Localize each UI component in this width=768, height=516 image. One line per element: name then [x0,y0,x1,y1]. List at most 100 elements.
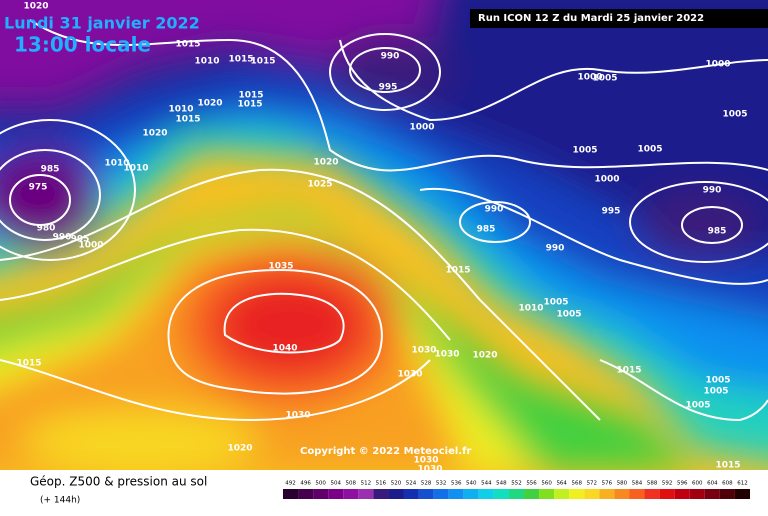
color-swatch [493,489,509,499]
color-swatch [508,489,525,499]
scale-label: 512 [361,481,372,487]
copyright: Copyright © 2022 Meteociel.fr [300,446,471,457]
isobar-label: 980 [37,224,56,234]
isobar-label: 1005 [556,310,581,320]
scale-label: 584 [632,481,643,487]
scale-label: 508 [346,481,357,487]
isobar [0,359,431,422]
isobar-label: 1015 [238,91,263,101]
isobar-label: 995 [602,207,621,217]
scale-label: 596 [677,481,688,487]
isobar-label: 1030 [285,411,310,421]
map-field [0,0,768,470]
isobar-label: 1010 [194,57,219,67]
isobar-label: 1000 [705,60,730,70]
isobars [0,19,768,422]
color-swatch [373,489,389,499]
isobar-label: 1005 [703,387,728,397]
isobar [629,181,768,263]
isobar [681,206,743,244]
color-swatch [644,489,660,499]
isobar-label: 1020 [197,99,222,109]
color-scale: 492 496 500 504 508 512 516 520 524 528 532 536 540 5… [283,481,750,499]
isobar-label: 1040 [272,344,297,354]
isobar-label: 1000 [577,73,602,83]
scale-label: 500 [315,481,326,487]
color-swatch [704,489,720,499]
scale-label: 592 [662,481,673,487]
color-swatch [388,489,404,499]
scale-label: 520 [391,481,402,487]
run-banner [470,9,768,28]
isobar [349,47,421,93]
isobar-label: 1010 [104,159,129,169]
isobar-label: 1000 [78,241,103,251]
scale-label: 576 [602,481,613,487]
isobar-label: 1030 [397,370,422,380]
isobar [329,33,441,111]
color-swatch [448,489,464,499]
color-swatch [689,489,705,499]
isobar-label: 995 [71,235,90,245]
isobar [0,119,136,261]
scale-label: 504 [330,481,341,487]
color-swatch [403,489,419,499]
isobar-label: 995 [379,83,398,93]
isobar-label: 1020 [142,129,167,139]
isobar-label: 1015 [228,55,253,65]
color-swatch [433,489,449,499]
scale-label: 572 [587,481,598,487]
color-swatch [358,489,374,499]
scale-label: 600 [692,481,703,487]
run-info: Run ICON 12 Z du Mardi 25 janvier 2022 [478,13,704,24]
isobar-label: 1005 [592,74,617,84]
color-swatch [719,489,735,499]
isobar [419,187,768,285]
color-swatch [539,489,555,499]
isobar-label: 1030 [413,456,438,466]
scale-label: 608 [722,481,733,487]
isobar [0,149,101,241]
color-swatch [418,489,434,499]
scale-label: 588 [647,481,658,487]
scale-label: 580 [617,481,628,487]
scale-label: 516 [376,481,387,487]
isobar-label: 1030 [417,465,442,475]
isobar-label: 1015 [237,100,262,110]
isobar-label: 990 [53,233,72,243]
color-swatch [463,489,479,499]
scale-label: 540 [466,481,477,487]
isobar-label: 1005 [722,110,747,120]
color-swatch [734,489,750,499]
color-swatch [328,489,344,499]
color-swatch [674,489,690,499]
color-swatch [614,489,630,499]
isobar [167,268,383,395]
scale-label: 604 [707,481,718,487]
isobar-label: 1005 [637,145,662,155]
scale-label: 536 [451,481,462,487]
isobar [223,292,345,354]
isobar-label: 1015 [175,40,200,50]
isobar-label: 1015 [250,57,275,67]
isobar-label: 1010 [123,164,148,174]
isobar-label: 1035 [268,262,293,272]
scale-label: 560 [541,481,552,487]
color-swatch [313,489,329,499]
color-swatch [283,489,299,499]
isobar-label: 990 [703,186,722,196]
color-swatch [599,489,615,499]
scale-label: 552 [511,481,522,487]
color-swatch [584,489,600,499]
color-swatch [524,489,540,499]
color-swatch [659,489,675,499]
isobar-label: 975 [29,183,48,193]
scale-label: 568 [572,481,583,487]
date: Lundi 31 janvier 2022 [4,14,200,33]
isobar-label: 1015 [616,366,641,376]
isobar-label: 1030 [434,350,459,360]
isobar-label: 1030 [411,346,436,356]
isobar [29,19,768,172]
